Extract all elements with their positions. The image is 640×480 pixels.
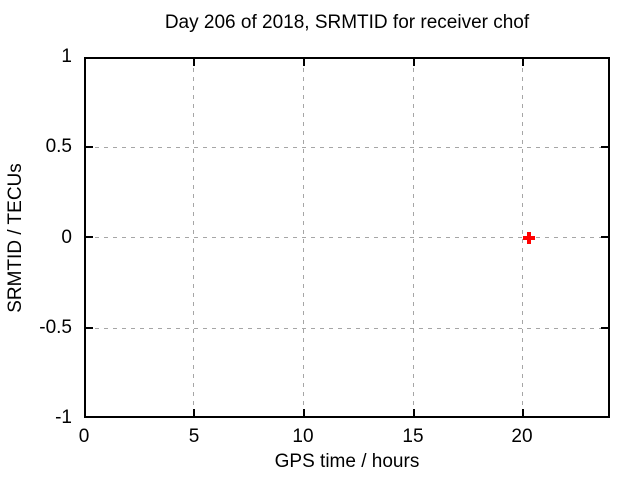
chart-title: Day 206 of 2018, SRMTID for receiver cho… bbox=[164, 12, 530, 33]
y-tick-label: -1 bbox=[55, 407, 72, 428]
x-tick-mark-mirror bbox=[303, 59, 305, 66]
y-tick-mark bbox=[86, 146, 93, 148]
x-tick-label: 15 bbox=[402, 426, 424, 447]
y-tick-mark bbox=[86, 236, 93, 238]
x-tick-label: 0 bbox=[78, 426, 90, 447]
x-tick-mark bbox=[303, 409, 305, 416]
y-tick-label: -0.5 bbox=[39, 317, 72, 338]
x-tick-mark bbox=[193, 409, 195, 416]
y-tick-mark bbox=[86, 327, 93, 329]
y-tick-label: 1 bbox=[61, 46, 72, 67]
y-tick-label: 0 bbox=[61, 227, 72, 248]
y-tick-mark-mirror bbox=[601, 327, 608, 329]
gridline-horizontal-0.5 bbox=[86, 147, 608, 148]
x-tick-mark bbox=[413, 409, 415, 416]
x-axis-title: GPS time / hours bbox=[274, 451, 420, 472]
gridline-horizontal--0.5 bbox=[86, 328, 608, 329]
y-tick-label: 0.5 bbox=[45, 136, 72, 157]
x-tick-label: 5 bbox=[188, 426, 200, 447]
x-tick-mark-mirror bbox=[193, 59, 195, 66]
x-tick-mark bbox=[522, 409, 524, 416]
x-tick-mark-mirror bbox=[522, 59, 524, 66]
y-tick-mark-mirror bbox=[601, 236, 608, 238]
plot-area bbox=[84, 57, 610, 418]
y-axis-title-text: SRMTID / TECUs bbox=[5, 163, 26, 313]
plus-icon bbox=[526, 231, 531, 244]
x-tick-label: 10 bbox=[292, 426, 314, 447]
y-tick-mark-mirror bbox=[601, 146, 608, 148]
x-tick-label: 20 bbox=[511, 426, 533, 447]
x-tick-mark-mirror bbox=[413, 59, 415, 66]
gridline-horizontal-0 bbox=[86, 237, 608, 238]
